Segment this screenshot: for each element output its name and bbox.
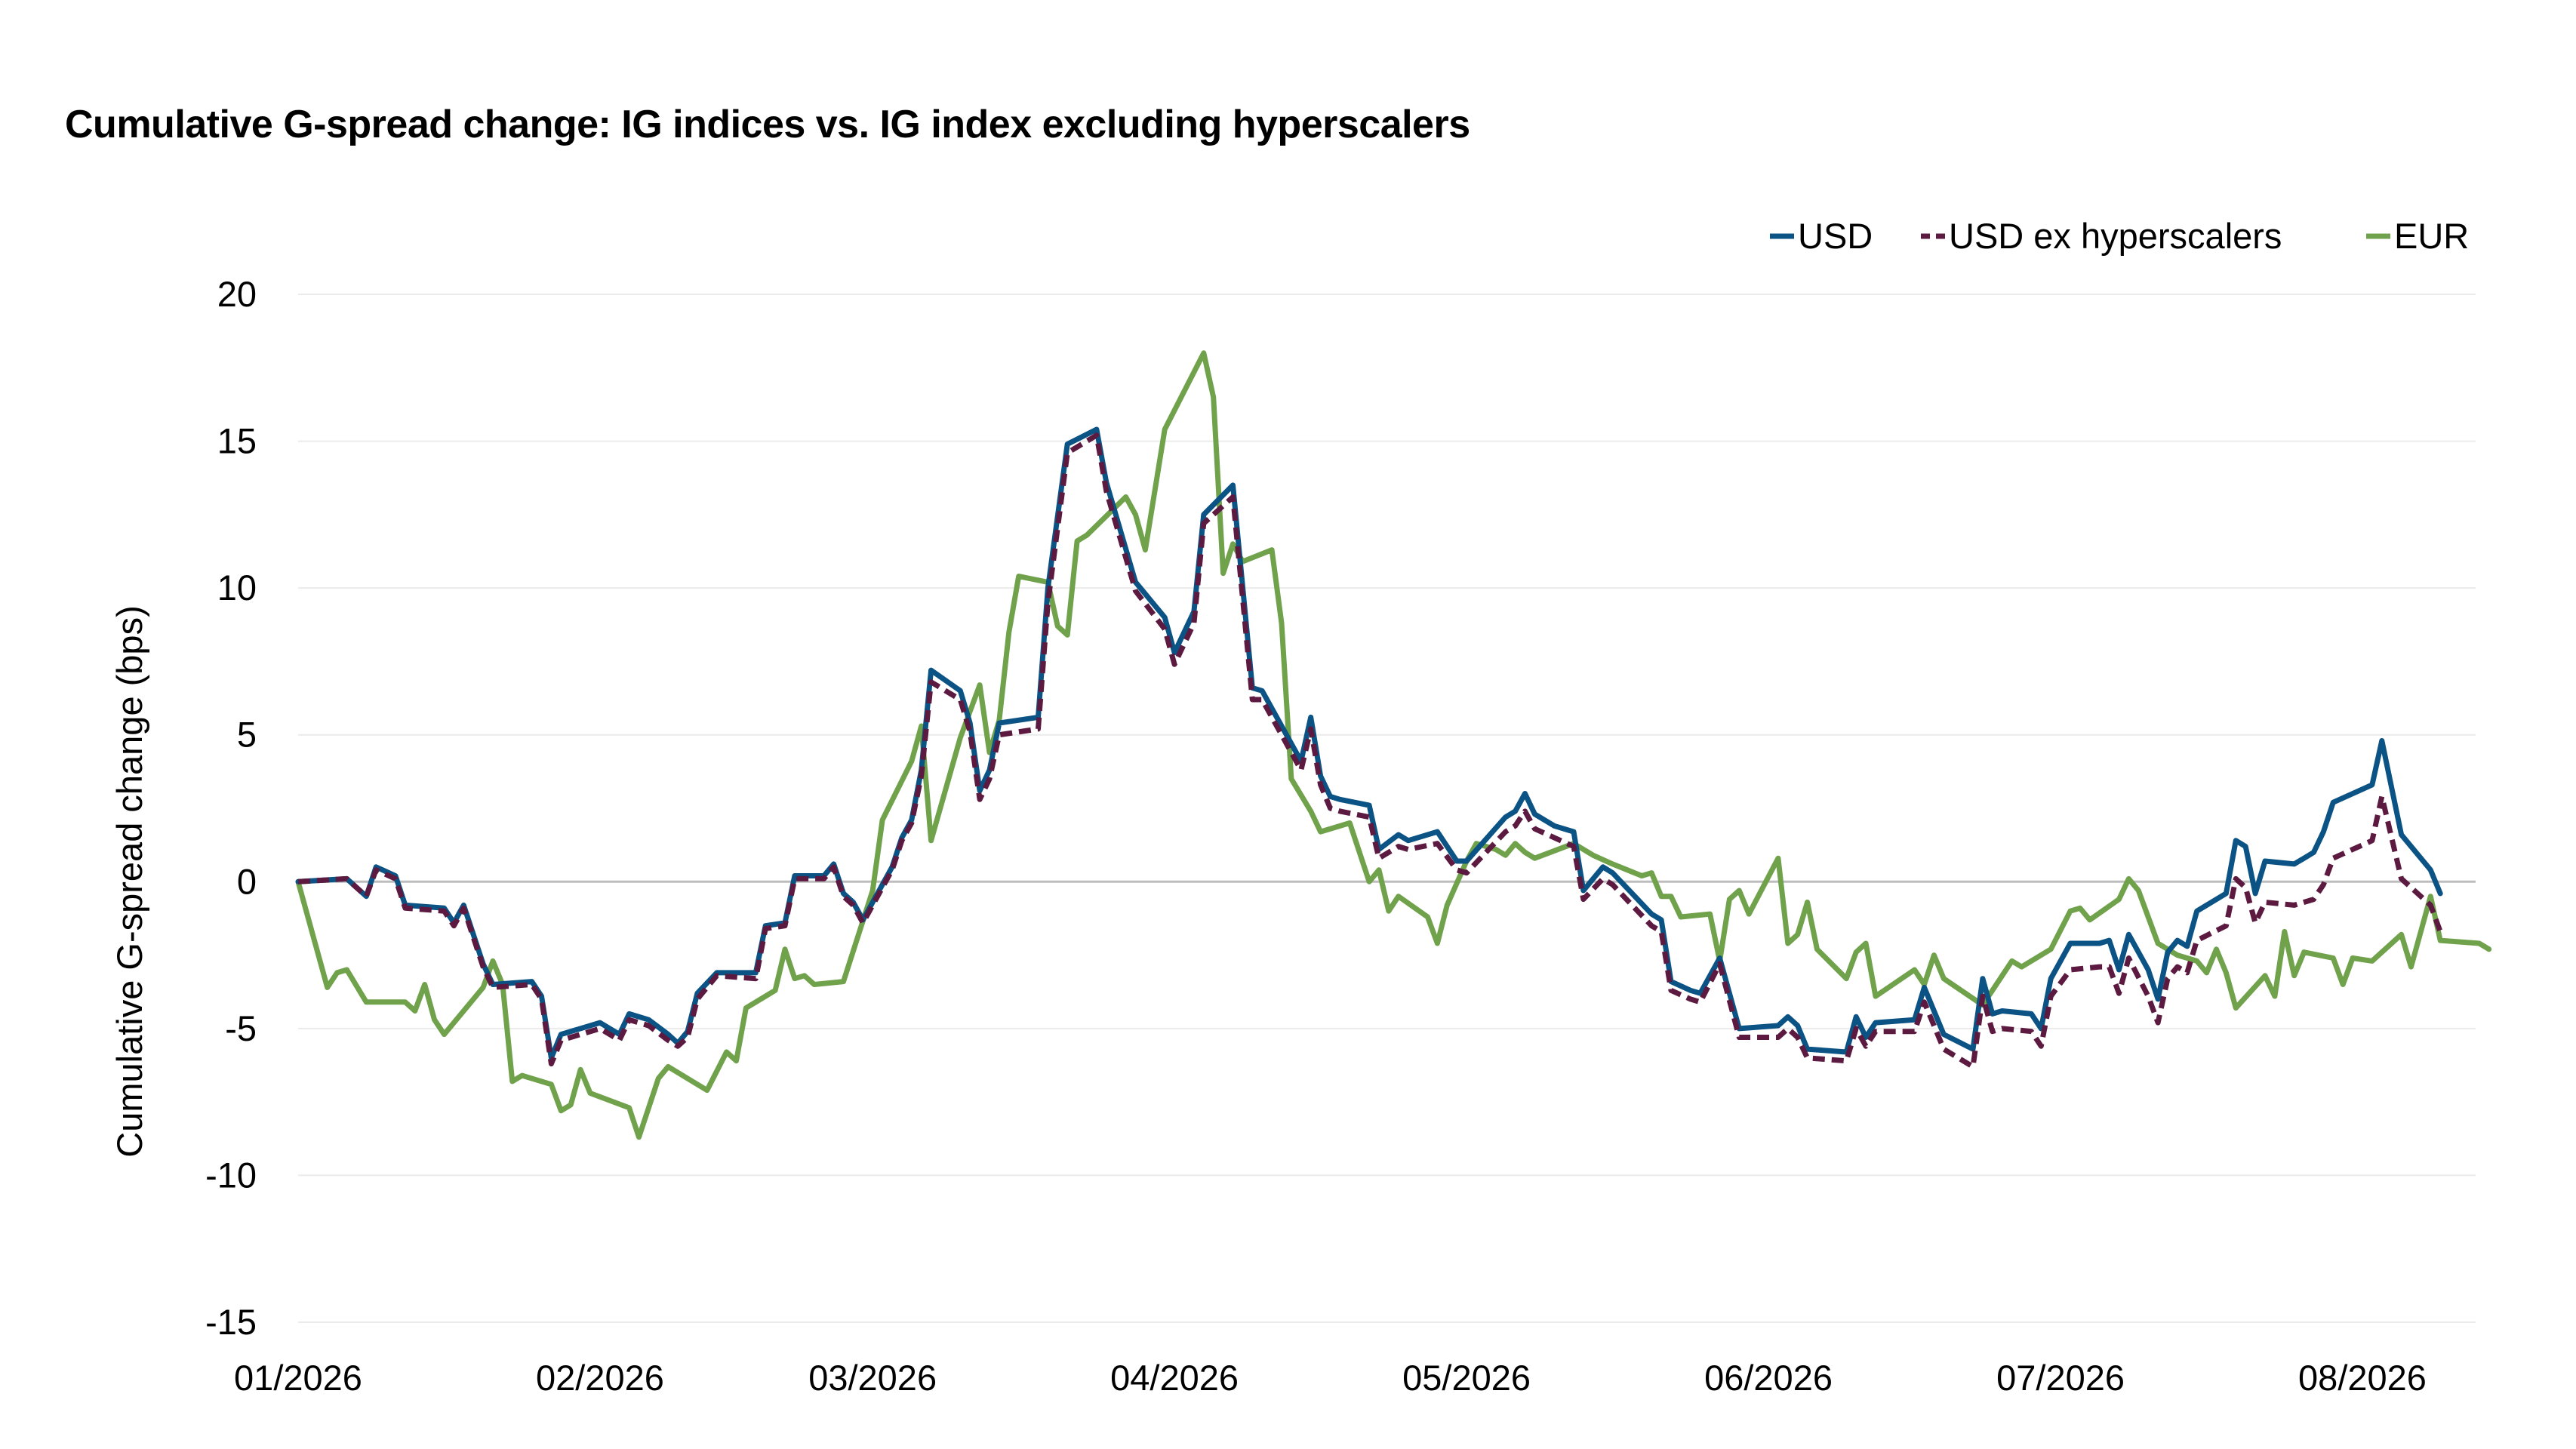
y-axis-title: Cumulative G-spread change (bps) bbox=[109, 605, 149, 1157]
x-tick-label: 06/2026 bbox=[1704, 1358, 1833, 1398]
chart-title: Cumulative G-spread change: IG indices v… bbox=[65, 103, 1470, 146]
legend-label: EUR bbox=[2394, 216, 2469, 256]
x-tick-label: 03/2026 bbox=[808, 1358, 937, 1398]
x-tick-label: 05/2026 bbox=[1402, 1358, 1531, 1398]
y-tick-label: 10 bbox=[217, 568, 257, 608]
legend-label: USD ex hyperscalers bbox=[1949, 216, 2282, 256]
y-axis-tick-labels: 20 15 10 5 0 -5 -10 -15 bbox=[205, 274, 257, 1342]
y-tick-label: 15 bbox=[217, 421, 257, 461]
legend: USD USD ex hyperscalers EUR bbox=[1770, 216, 2469, 256]
y-tick-label: -15 bbox=[205, 1302, 257, 1342]
x-tick-label: 07/2026 bbox=[1996, 1358, 2125, 1398]
series-line-eur bbox=[295, 350, 2492, 1140]
y-tick-label: 5 bbox=[237, 715, 257, 755]
legend-label: USD bbox=[1798, 216, 1873, 256]
x-tick-label: 04/2026 bbox=[1110, 1358, 1239, 1398]
x-tick-label: 08/2026 bbox=[2298, 1358, 2427, 1398]
y-tick-label: -10 bbox=[205, 1155, 257, 1195]
gridlines bbox=[298, 294, 2476, 1323]
x-tick-label: 01/2026 bbox=[234, 1358, 362, 1398]
y-tick-label: -5 bbox=[225, 1008, 257, 1048]
series-line-usd-ex-hyperscalers bbox=[297, 432, 2443, 1069]
y-tick-label: 20 bbox=[217, 274, 257, 314]
series-lines bbox=[295, 350, 2492, 1140]
x-axis-tick-labels: 01/2026 02/2026 03/2026 04/2026 05/2026 06/20… bbox=[234, 1358, 2427, 1398]
x-tick-label: 02/2026 bbox=[536, 1358, 664, 1398]
series-line-usd bbox=[295, 426, 2443, 1061]
y-tick-label: 0 bbox=[237, 861, 257, 901]
